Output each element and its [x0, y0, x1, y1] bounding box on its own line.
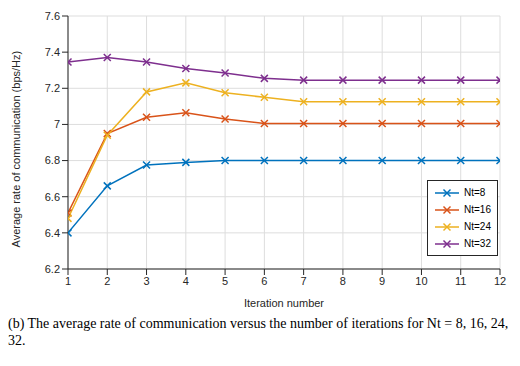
- svg-text:7: 7: [301, 275, 307, 287]
- svg-text:6.8: 6.8: [45, 154, 60, 166]
- svg-text:7.4: 7.4: [45, 46, 60, 58]
- svg-text:7.6: 7.6: [45, 10, 60, 22]
- svg-text:Iteration number: Iteration number: [244, 297, 324, 309]
- svg-text:9: 9: [379, 275, 385, 287]
- svg-text:10: 10: [415, 275, 427, 287]
- svg-text:Average rate of communication: Average rate of communication (bps/Hz): [10, 51, 22, 248]
- svg-text:1: 1: [65, 275, 71, 287]
- html-text:Nt=24: Nt=24: [464, 221, 491, 232]
- html-text:Nt=8: Nt=8: [464, 187, 486, 198]
- svg-text:2: 2: [104, 275, 110, 287]
- svg-text:7.2: 7.2: [45, 82, 60, 94]
- svg-text:6: 6: [261, 275, 267, 287]
- html-text:Nt=32: Nt=32: [464, 238, 491, 249]
- svg-text:12: 12: [494, 275, 506, 287]
- svg-text:8: 8: [340, 275, 346, 287]
- svg-text:7: 7: [54, 118, 60, 130]
- svg-text:6.2: 6.2: [45, 263, 60, 275]
- html-text:Nt=16: Nt=16: [464, 204, 491, 215]
- svg-text:11: 11: [455, 275, 466, 287]
- svg-text:3: 3: [143, 275, 149, 287]
- html-text:(b) The average rate of commun: (b) The average rate of communication ve…: [8, 316, 509, 348]
- svg-text:4: 4: [183, 275, 189, 287]
- svg-text:6.4: 6.4: [45, 227, 60, 239]
- svg-text:6.6: 6.6: [45, 191, 60, 203]
- svg-text:5: 5: [222, 275, 228, 287]
